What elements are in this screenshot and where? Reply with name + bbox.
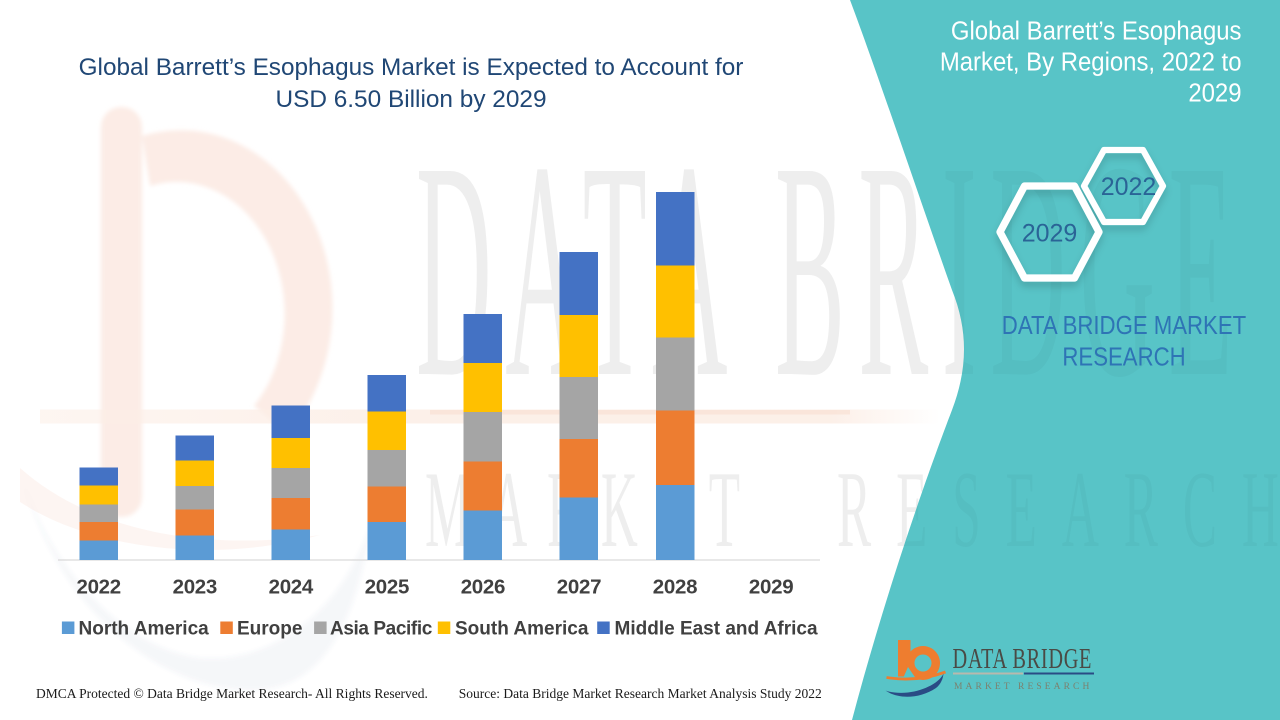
svg-text:MARKET RESEARCH: MARKET RESEARCH — [954, 682, 1092, 692]
svg-text:2027: 2027 — [557, 576, 601, 599]
svg-text:2029: 2029 — [1188, 79, 1241, 108]
svg-text:Asia Pacific: Asia Pacific — [330, 619, 433, 640]
svg-text:Market, By Regions, 2022 to: Market, By Regions, 2022 to — [940, 48, 1242, 77]
svg-text:2029: 2029 — [1022, 220, 1078, 248]
svg-text:Global Barrett’s Esophagus: Global Barrett’s Esophagus — [951, 17, 1242, 46]
svg-text:2024: 2024 — [269, 576, 314, 599]
svg-text:DATA BRIDGE: DATA BRIDGE — [953, 644, 1093, 675]
svg-text:North America: North America — [79, 619, 210, 640]
svg-text:DATA BRIDGE MARKET: DATA BRIDGE MARKET — [1002, 312, 1247, 341]
svg-text:DMCA Protected © Data Bridge M: DMCA Protected © Data Bridge Market Rese… — [36, 686, 428, 701]
svg-text:USD 6.50 Billion by 2029: USD 6.50 Billion by 2029 — [275, 86, 546, 113]
svg-text:RESEARCH: RESEARCH — [1062, 343, 1185, 372]
svg-text:2022: 2022 — [1101, 173, 1157, 201]
svg-text:2029: 2029 — [749, 576, 793, 599]
svg-text:2026: 2026 — [461, 576, 505, 599]
svg-text:Middle East and Africa: Middle East and Africa — [615, 619, 818, 640]
svg-text:2023: 2023 — [173, 576, 217, 599]
svg-text:Global Barrett’s Esophagus Mar: Global Barrett’s Esophagus Market is Exp… — [79, 54, 744, 81]
svg-text:Source: Data Bridge Market Res: Source: Data Bridge Market Research Mark… — [459, 686, 822, 701]
svg-text:Europe: Europe — [237, 619, 302, 640]
svg-text:South America: South America — [455, 619, 589, 640]
svg-text:2025: 2025 — [365, 576, 409, 599]
svg-text:2022: 2022 — [76, 576, 120, 599]
svg-text:2028: 2028 — [653, 576, 697, 599]
